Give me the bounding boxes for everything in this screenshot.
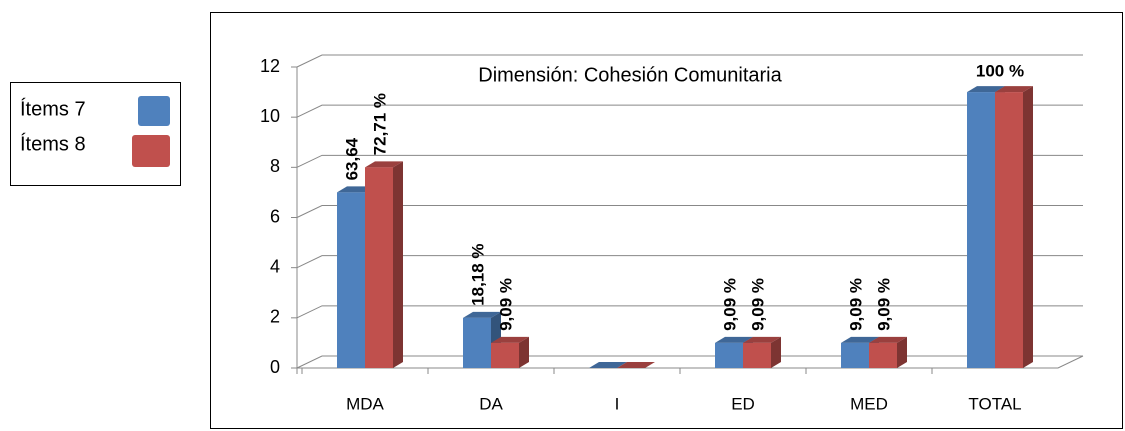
value-label: 9,09 % xyxy=(720,278,739,331)
value-label: 18,18 % xyxy=(468,243,487,305)
legend-swatch xyxy=(138,96,170,126)
bar-top xyxy=(967,86,1005,93)
y-tick-label: 0 xyxy=(270,357,280,377)
bar xyxy=(869,342,897,368)
value-label: 9,09 % xyxy=(748,278,767,331)
y-tick-label: 2 xyxy=(270,307,280,327)
chart-title: Dimensión: Cohesión Comunitaria xyxy=(478,64,782,86)
bar-side xyxy=(519,336,529,368)
bar xyxy=(995,92,1023,368)
value-label: 72,71 % xyxy=(370,93,389,155)
bar-top xyxy=(365,161,403,168)
bar-top xyxy=(617,362,655,368)
bar-top xyxy=(463,311,501,318)
x-tick-label: DA xyxy=(479,394,503,413)
y-tick-label: 4 xyxy=(270,256,280,276)
bar xyxy=(841,342,869,368)
bar xyxy=(743,342,771,368)
value-label: 63,64 xyxy=(342,137,361,180)
grid-line xyxy=(296,355,1083,369)
value-label: 100 % xyxy=(976,62,1024,81)
bar xyxy=(337,192,365,368)
value-label: 9,09 % xyxy=(496,278,515,331)
bar xyxy=(715,342,743,368)
legend-label: Ítems 7 xyxy=(20,97,86,120)
x-tick-label: ED xyxy=(731,394,755,413)
bar xyxy=(365,167,393,368)
bar-top xyxy=(715,336,753,343)
value-label: 9,09 % xyxy=(874,278,893,331)
legend-label: Ítems 8 xyxy=(20,132,86,155)
bar-top xyxy=(869,336,907,343)
grid-line xyxy=(296,255,1083,269)
x-tick-label: MED xyxy=(850,394,888,413)
x-tick-label: MDA xyxy=(346,394,384,413)
bar xyxy=(463,317,491,368)
bar-top xyxy=(743,336,781,343)
grid-line xyxy=(296,205,1083,218)
bar xyxy=(967,92,995,368)
bar xyxy=(491,342,519,368)
bar-side xyxy=(897,336,907,368)
bar-side xyxy=(393,161,403,368)
bar-side xyxy=(1023,86,1033,368)
floor xyxy=(297,355,1084,369)
bar-top xyxy=(995,86,1033,93)
y-tick-label: 6 xyxy=(270,206,280,226)
bar-side xyxy=(771,336,781,368)
y-tick-label: 8 xyxy=(270,156,280,176)
bar-top xyxy=(589,362,627,368)
grid-line xyxy=(296,104,1083,118)
grid-line xyxy=(296,54,1083,68)
bar-top xyxy=(491,336,529,343)
x-tick-label: I xyxy=(615,394,620,413)
bar-top xyxy=(841,336,879,343)
y-tick-label: 12 xyxy=(260,56,280,76)
grid-line xyxy=(296,305,1083,319)
x-tick-label: TOTAL xyxy=(968,394,1021,413)
legend-swatch xyxy=(132,135,170,167)
y-tick-label: 10 xyxy=(260,106,280,126)
value-label: 9,09 % xyxy=(846,278,865,331)
grid-line xyxy=(296,154,1083,168)
